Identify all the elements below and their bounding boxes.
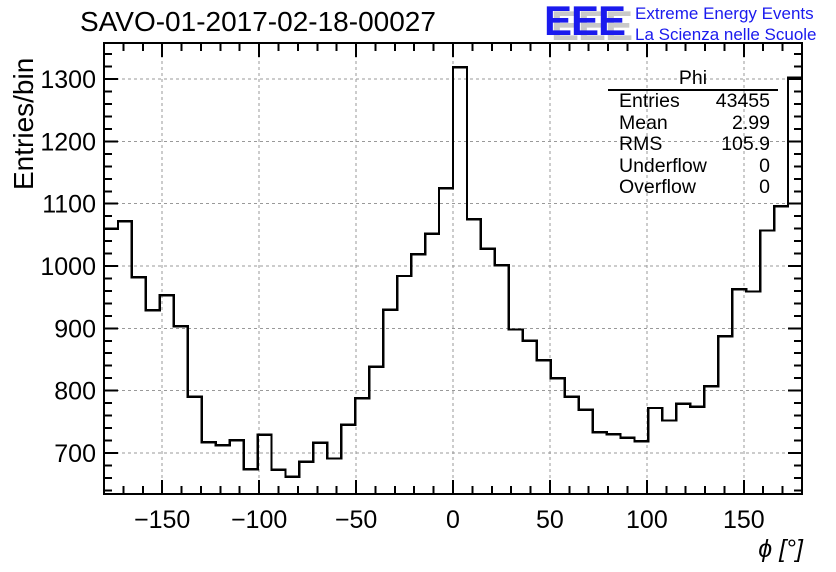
stats-title: Phi <box>608 67 778 91</box>
y-axis-title: Entries/bin <box>8 57 39 190</box>
stats-row-entries: Entries 43455 <box>608 90 778 113</box>
page-title: SAVO-01-2017-02-18-00027 <box>80 6 436 37</box>
stats-row-rms: RMS 105.9 <box>608 133 778 156</box>
stats-label: Entries <box>619 90 680 112</box>
stats-label: Overflow <box>619 176 696 198</box>
eee-logo-acronym: EEE <box>544 0 626 44</box>
stats-label: Underflow <box>619 154 707 177</box>
stats-label: Mean <box>619 111 668 134</box>
histogram-line <box>104 66 802 478</box>
y-tick-label: 1000 <box>40 253 96 281</box>
x-axis-title: ϕ [°] <box>758 535 803 563</box>
x-tick-label: 150 <box>723 506 765 534</box>
stats-value: 105.9 <box>721 133 770 155</box>
y-tick-label: 1300 <box>40 66 96 94</box>
eee-logo-line2: La Scienza nelle Scuole <box>635 25 817 44</box>
eee-logo-line1: Extreme Energy Events <box>635 4 814 23</box>
x-tick-label: 0 <box>446 506 460 534</box>
stats-value: 43455 <box>715 90 770 112</box>
x-tick-label: 50 <box>536 506 564 534</box>
eee-logo: EEE Extreme Energy Events La Scienza nel… <box>544 0 817 45</box>
x-tick-label: −150 <box>134 506 190 534</box>
stats-box: Phi Entries 43455 Mean 2.99 RMS 105.9 Un… <box>608 67 778 199</box>
x-tick-label: 100 <box>626 506 668 534</box>
stats-label: RMS <box>619 133 663 155</box>
stats-row-overflow: Overflow 0 <box>608 176 778 199</box>
y-tick-label: 1100 <box>42 191 96 219</box>
stats-row-mean: Mean 2.99 <box>608 111 778 135</box>
y-tick-label: 700 <box>54 440 96 468</box>
eee-logo-text: Extreme Energy Events La Scienza nelle S… <box>635 3 816 45</box>
x-tick-label: −50 <box>335 506 377 534</box>
stats-value: 0 <box>759 176 770 198</box>
y-tick-label: 1200 <box>40 128 96 156</box>
stats-value: 2.99 <box>732 111 770 134</box>
stats-row-underflow: Underflow 0 <box>608 154 778 178</box>
x-tick-label: −100 <box>231 506 287 534</box>
stats-value: 0 <box>759 154 770 177</box>
y-tick-label: 800 <box>54 378 96 406</box>
y-tick-label: 900 <box>54 315 96 343</box>
